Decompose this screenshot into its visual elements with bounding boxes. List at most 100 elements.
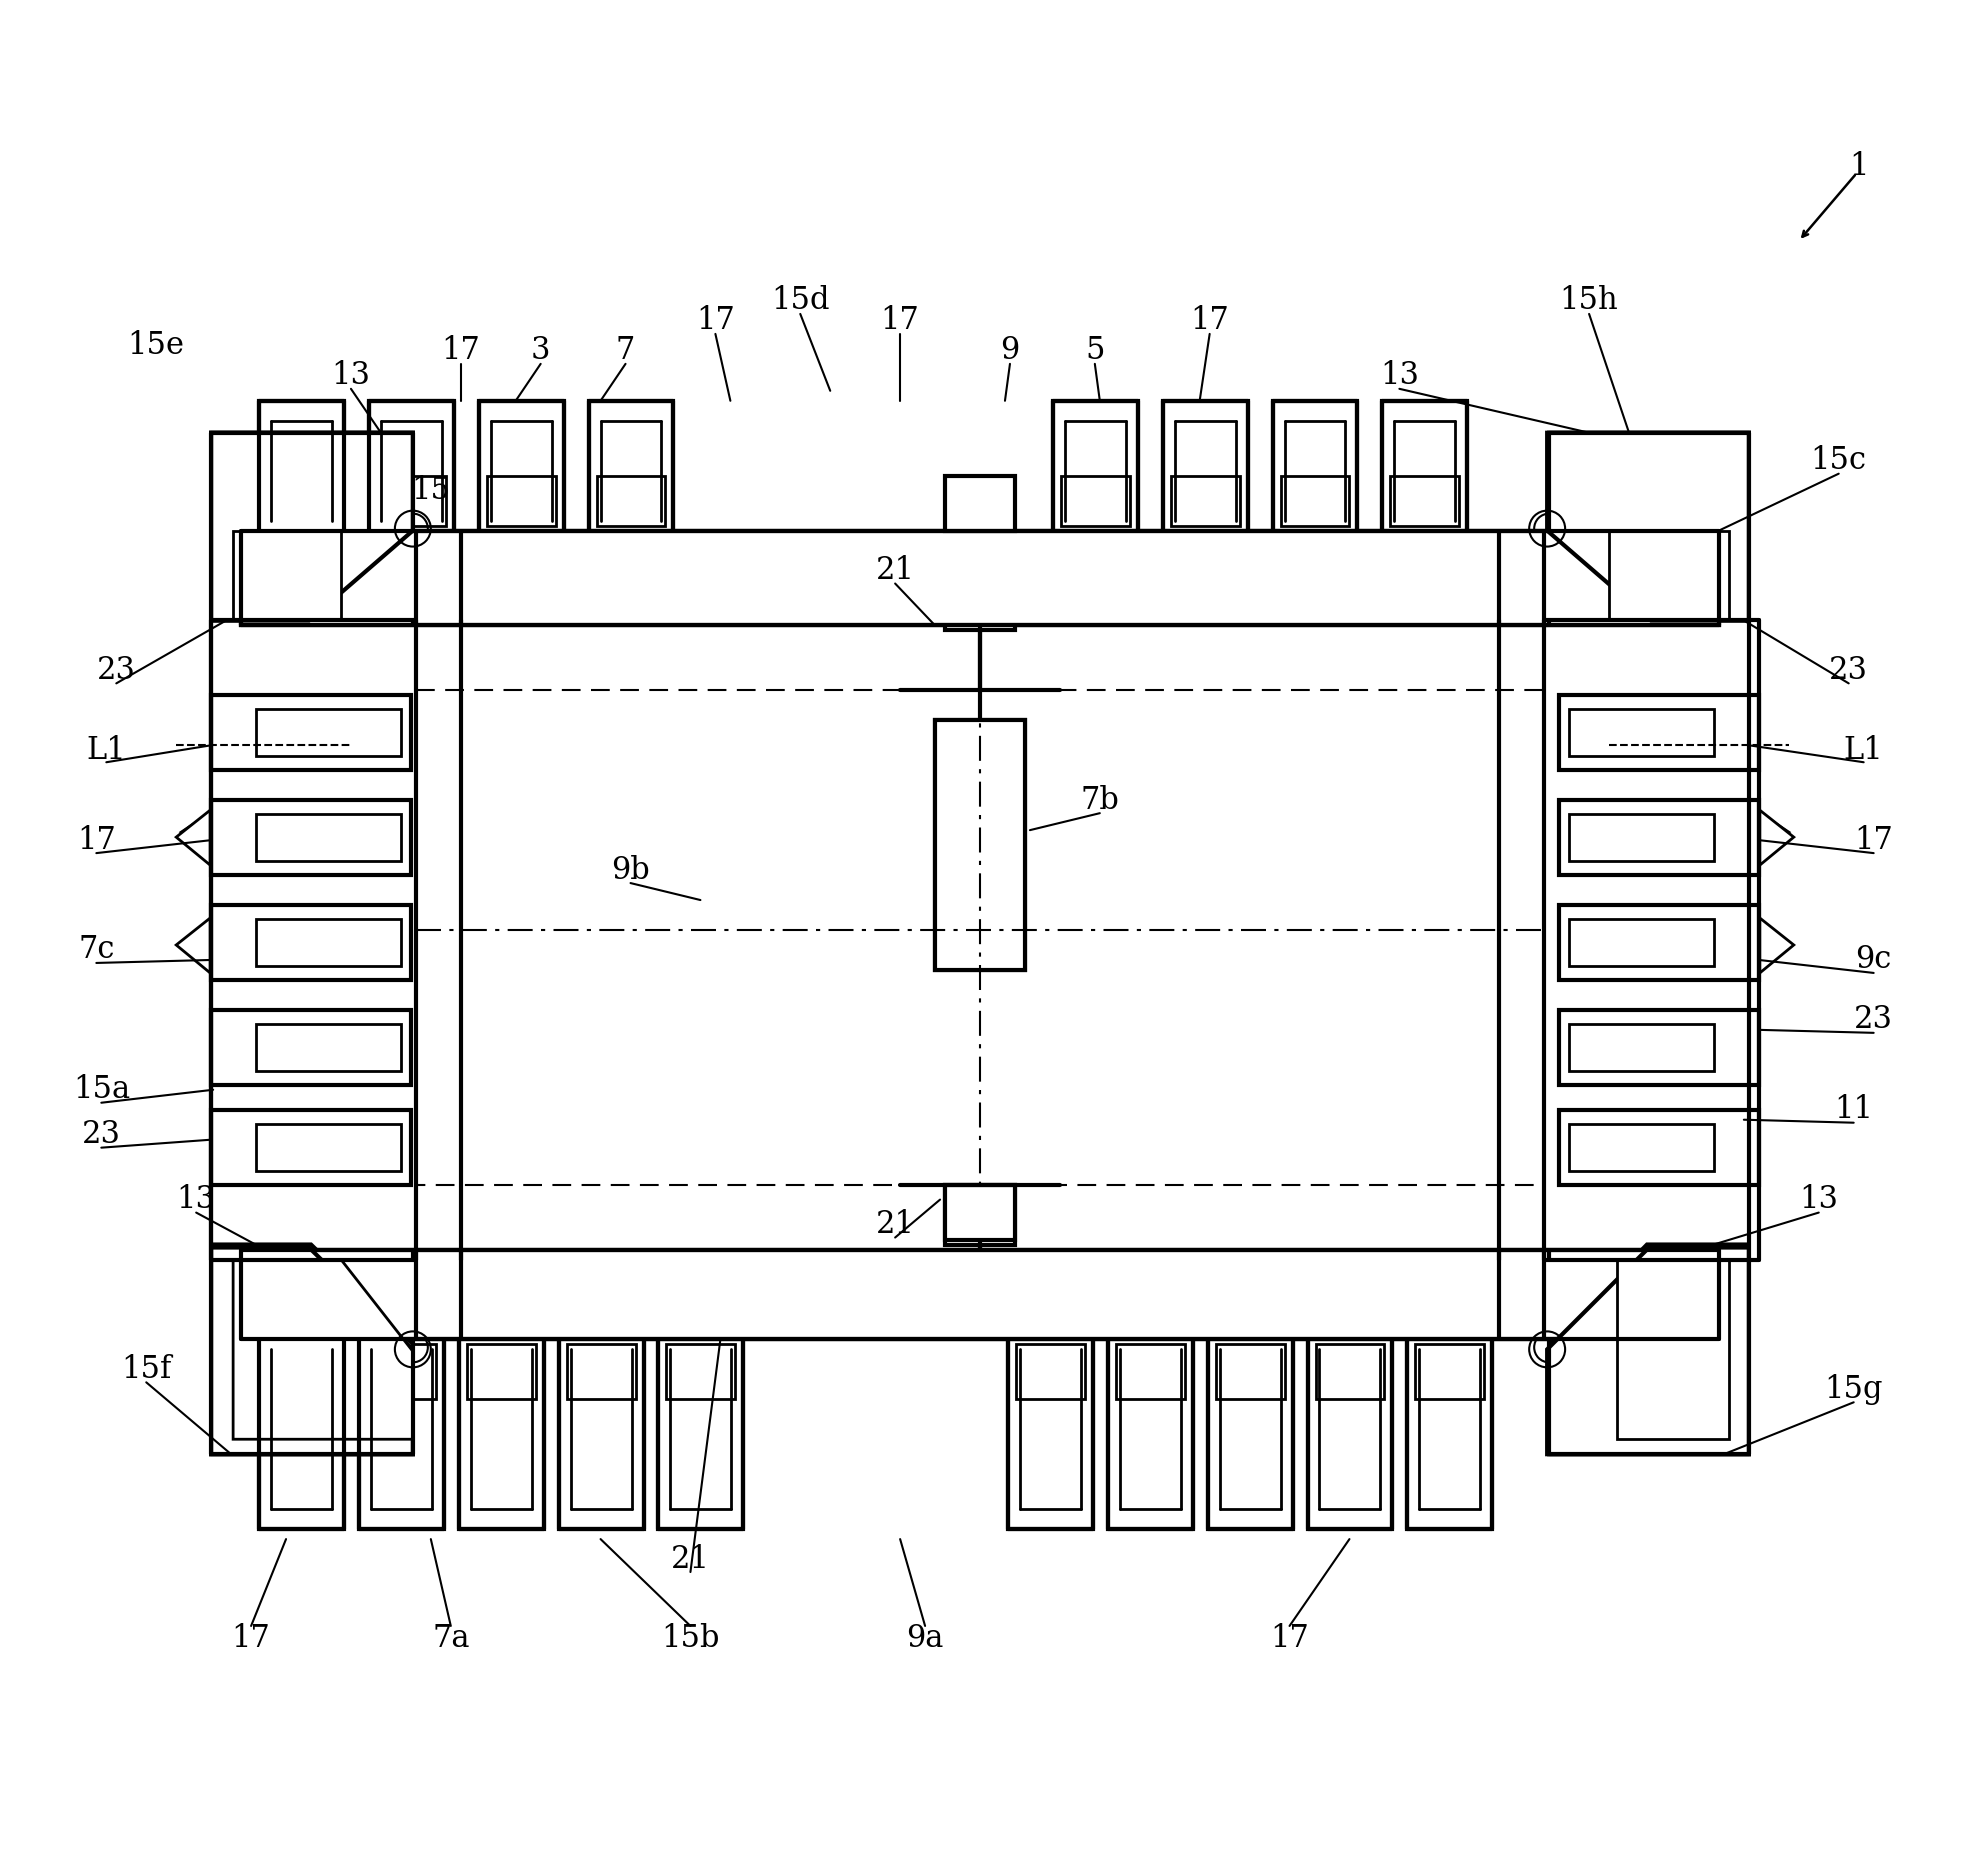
Polygon shape [1760, 917, 1794, 973]
Bar [210, 695, 411, 771]
Bar [210, 1010, 411, 1084]
Text: 3: 3 [531, 336, 551, 366]
Bar [1560, 904, 1758, 980]
Text: 9: 9 [1001, 336, 1019, 366]
Polygon shape [234, 531, 340, 620]
Bar [262, 708, 391, 758]
Text: 15f: 15f [122, 1354, 171, 1385]
Bar [1406, 1339, 1493, 1528]
Polygon shape [177, 917, 210, 973]
Text: 23: 23 [96, 656, 136, 685]
Text: 15d: 15d [771, 286, 830, 316]
Text: 17: 17 [1855, 825, 1892, 856]
Text: L1: L1 [1843, 735, 1884, 765]
Bar [1162, 401, 1247, 531]
Text: 5: 5 [1086, 336, 1105, 366]
Text: 17: 17 [881, 305, 919, 336]
Bar [415, 691, 1544, 1185]
Bar [210, 695, 411, 771]
Bar [1560, 1010, 1758, 1084]
Bar [1560, 904, 1758, 980]
Bar [1273, 401, 1357, 531]
Bar [378, 475, 447, 526]
Polygon shape [1758, 923, 1788, 962]
Bar [466, 1344, 535, 1400]
Bar [1308, 1339, 1393, 1528]
Bar [1560, 812, 1690, 864]
Bar [260, 401, 344, 531]
Bar [944, 475, 1015, 531]
Text: 15g: 15g [1825, 1374, 1882, 1404]
Polygon shape [210, 433, 413, 620]
Bar [1570, 813, 1713, 862]
Polygon shape [228, 511, 413, 626]
Bar [1316, 1344, 1385, 1400]
Polygon shape [210, 1244, 413, 1454]
Text: 9a: 9a [907, 1623, 944, 1655]
Bar [478, 401, 565, 531]
Bar [210, 1010, 411, 1084]
Text: 15b: 15b [661, 1623, 720, 1655]
Bar [210, 904, 411, 980]
Bar [944, 570, 1015, 630]
Bar [1560, 708, 1690, 758]
Bar [1560, 695, 1758, 771]
Bar [210, 800, 411, 875]
Polygon shape [1760, 810, 1794, 865]
Bar [934, 721, 1025, 969]
Bar [210, 1110, 411, 1185]
Bar [1560, 1010, 1758, 1084]
Text: 21: 21 [671, 1543, 710, 1575]
Bar [262, 917, 391, 967]
Bar [358, 1339, 445, 1528]
Text: 15h: 15h [1560, 286, 1619, 316]
Polygon shape [1548, 433, 1749, 620]
Polygon shape [181, 923, 210, 962]
Bar [256, 1123, 401, 1170]
Text: 23: 23 [1855, 1005, 1892, 1036]
Bar [1560, 1110, 1758, 1185]
Text: 9b: 9b [612, 854, 649, 886]
Bar [1560, 917, 1690, 967]
Bar [934, 721, 1025, 969]
Bar [1416, 1344, 1485, 1400]
Text: 17: 17 [1190, 305, 1229, 336]
Text: 9c: 9c [1855, 945, 1892, 975]
Text: 17: 17 [696, 305, 736, 336]
Bar [1560, 1110, 1758, 1185]
Bar [242, 531, 1719, 626]
Bar [1216, 1344, 1284, 1400]
Text: 15: 15 [411, 475, 450, 507]
Text: 15e: 15e [128, 331, 185, 362]
Bar [1560, 1021, 1690, 1073]
Polygon shape [1550, 433, 1749, 620]
Text: 15a: 15a [73, 1073, 130, 1105]
Polygon shape [1758, 812, 1788, 852]
Bar [1560, 800, 1758, 875]
Bar [242, 1250, 1719, 1339]
Polygon shape [210, 1248, 413, 1454]
Bar [1208, 1339, 1292, 1528]
Bar [1570, 709, 1713, 756]
Bar [1391, 475, 1460, 526]
Polygon shape [234, 1259, 413, 1439]
Bar [260, 1339, 344, 1528]
Bar [596, 475, 665, 526]
Text: 17: 17 [77, 825, 116, 856]
Bar [1115, 1344, 1184, 1400]
Bar [1560, 695, 1758, 771]
Bar [242, 1250, 1719, 1339]
Bar [486, 475, 555, 526]
Text: 17: 17 [232, 1623, 271, 1655]
Bar [268, 475, 336, 526]
Bar [588, 401, 673, 531]
Bar [559, 1339, 643, 1528]
Bar [370, 401, 454, 531]
Bar [1052, 401, 1137, 531]
Polygon shape [1617, 1259, 1729, 1439]
Bar [262, 812, 391, 864]
Text: 15c: 15c [1812, 446, 1867, 475]
Bar [1560, 1122, 1690, 1172]
Bar [1107, 1339, 1192, 1528]
Bar [659, 1339, 744, 1528]
